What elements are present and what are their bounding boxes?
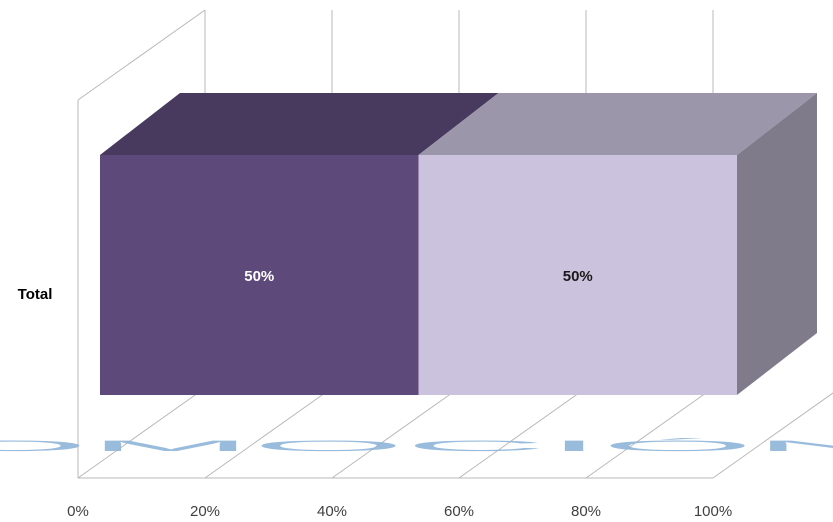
wall-edge: [77, 9, 206, 101]
grid-line: [585, 387, 714, 479]
grid-line: [77, 387, 206, 479]
x-tick-label: 100%: [694, 503, 732, 520]
grid-line: [458, 387, 587, 479]
bar-top: [100, 93, 499, 155]
data-label: 50%: [563, 268, 593, 285]
bar: [418, 155, 737, 395]
bar-side: [737, 93, 817, 395]
x-tick-label: 80%: [571, 503, 601, 520]
x-tick-label: 0%: [67, 503, 89, 520]
data-label: 50%: [244, 268, 274, 285]
x-tick-label: 60%: [444, 503, 474, 520]
grid-line: [712, 392, 833, 479]
watermark: OMOCIÓN: [0, 438, 833, 455]
x-tick-label: 20%: [190, 503, 220, 520]
grid-line: [204, 387, 333, 479]
x-tick-label: 40%: [317, 503, 347, 520]
bar: [100, 155, 419, 395]
category-label: Total: [18, 286, 53, 303]
bar-top: [418, 93, 817, 155]
grid-line: [331, 387, 460, 479]
